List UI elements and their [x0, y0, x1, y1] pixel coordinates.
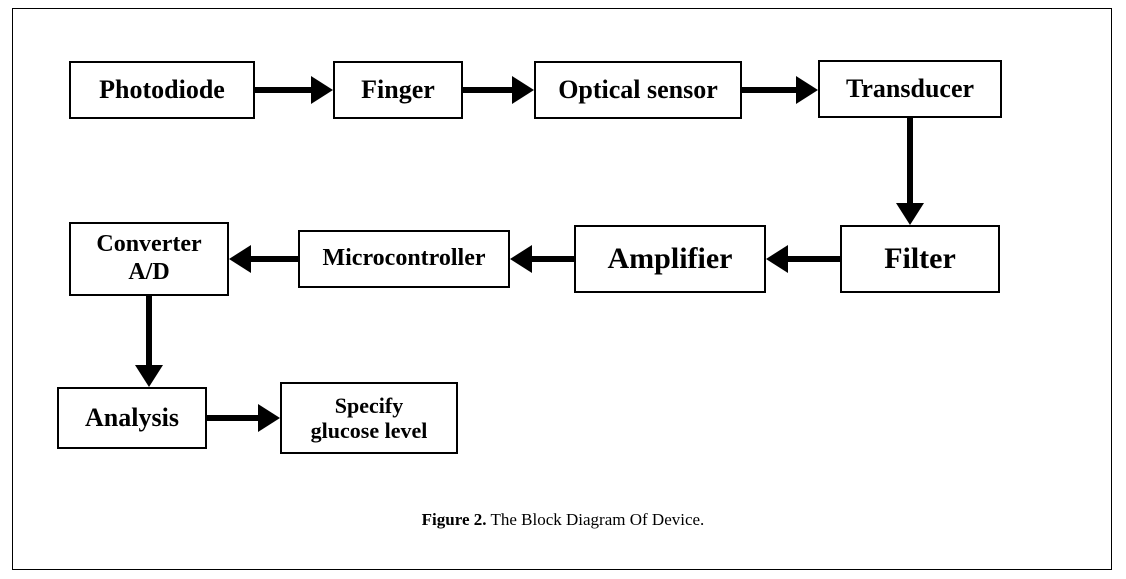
edge-arrow — [441, 68, 556, 112]
caption-text: The Block Diagram Of Device. — [487, 510, 705, 529]
figure-caption: Figure 2. The Block Diagram Of Device. — [0, 510, 1126, 530]
edge-arrow — [207, 237, 320, 281]
edge-arrow — [233, 68, 355, 112]
caption-prefix: Figure 2. — [422, 510, 487, 529]
edge-arrow — [185, 396, 302, 440]
edge-arrow — [720, 68, 840, 112]
edge-arrow — [744, 237, 862, 281]
node-optical: Optical sensor — [534, 61, 742, 119]
node-micro: Microcontroller — [298, 230, 510, 288]
node-photodiode: Photodiode — [69, 61, 255, 119]
edge-arrow — [488, 237, 596, 281]
edge-arrow — [127, 274, 171, 409]
node-specify: Specify glucose level — [280, 382, 458, 454]
edge-arrow — [888, 96, 932, 247]
node-amplifier: Amplifier — [574, 225, 766, 293]
